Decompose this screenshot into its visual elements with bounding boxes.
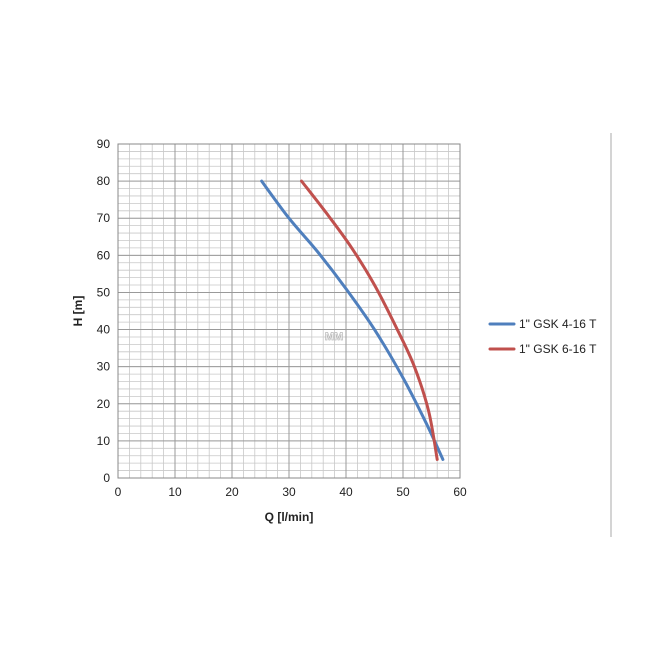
series-layer: [260, 179, 445, 461]
y-tick-label: 60: [97, 248, 111, 262]
watermark-logo: MM: [325, 331, 343, 343]
x-axis-ticks: 0 10 20 30 40 50 60: [115, 485, 467, 499]
x-tick-label: 0: [115, 485, 122, 499]
plot-border: [117, 143, 461, 479]
legend-label-2: 1" GSK 6-16 T: [519, 342, 597, 356]
y-tick-label: 90: [97, 137, 111, 151]
y-axis-title: H [m]: [71, 296, 85, 327]
grid-major: [117, 143, 461, 479]
x-tick-label: 10: [168, 485, 182, 499]
y-tick-label: 10: [97, 434, 111, 448]
legend: 1" GSK 4-16 T 1" GSK 6-16 T: [488, 317, 597, 356]
y-tick-label: 20: [97, 397, 111, 411]
legend-label-1: 1" GSK 4-16 T: [519, 317, 597, 331]
x-tick-label: 30: [282, 485, 296, 499]
x-tick-label: 60: [453, 485, 467, 499]
x-tick-label: 50: [396, 485, 410, 499]
y-tick-label: 0: [103, 471, 110, 485]
y-tick-label: 40: [97, 323, 111, 337]
y-tick-label: 30: [97, 360, 111, 374]
series-line-2: [300, 179, 439, 461]
x-tick-label: 40: [339, 485, 353, 499]
x-axis-title: Q [l/min]: [265, 510, 314, 524]
series-line-1: [260, 179, 445, 461]
x-tick-label: 20: [225, 485, 239, 499]
y-tick-label: 80: [97, 174, 111, 188]
y-tick-label: 70: [97, 211, 111, 225]
y-axis-ticks: 0 10 20 30 40 50 60 70 80 90: [97, 137, 111, 485]
y-tick-label: 50: [97, 285, 111, 299]
